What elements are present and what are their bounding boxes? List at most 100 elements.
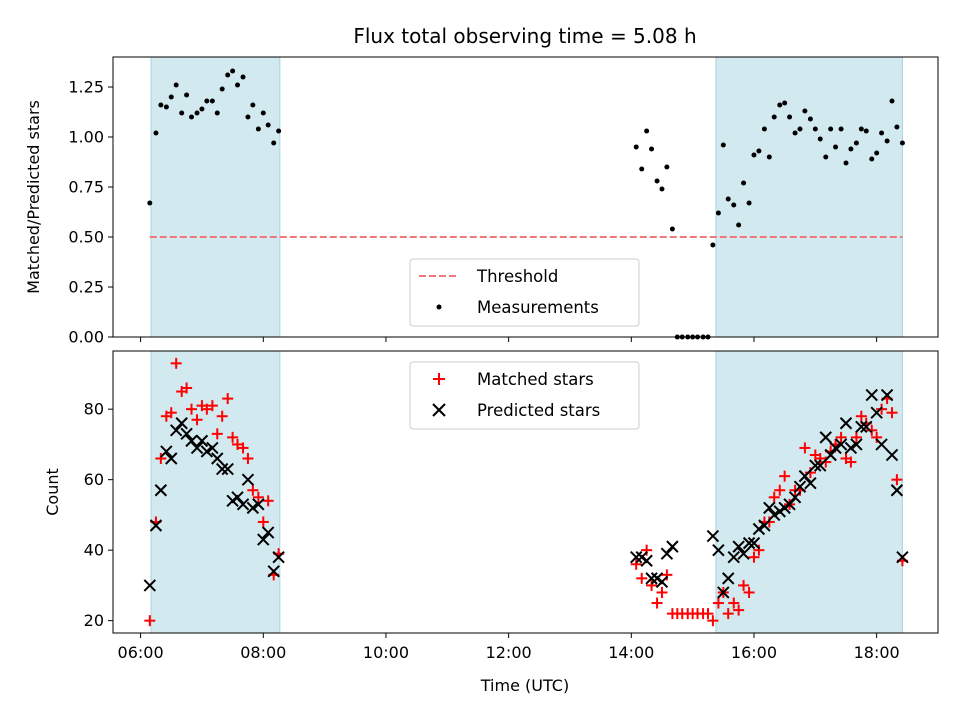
measurement-point bbox=[884, 138, 890, 144]
matched-star-marker bbox=[820, 456, 832, 468]
measurement-point bbox=[766, 154, 772, 160]
predicted-star-marker bbox=[752, 522, 766, 536]
matched-star-marker bbox=[722, 608, 734, 620]
matched-star-marker bbox=[707, 615, 719, 627]
measurement-point bbox=[189, 114, 195, 120]
top-y-axis-label: Matched/Predicted stars bbox=[24, 100, 43, 294]
measurement-point bbox=[147, 200, 153, 206]
legend-measurements-swatch bbox=[436, 304, 442, 310]
matched-star-marker bbox=[835, 431, 847, 443]
y-tick-label: 0.00 bbox=[68, 328, 104, 347]
predicted-star-marker bbox=[758, 519, 771, 532]
predicted-star-marker bbox=[149, 519, 163, 532]
matched-star-marker bbox=[728, 597, 740, 609]
matched-star-marker bbox=[181, 382, 193, 394]
predicted-star-marker bbox=[747, 536, 761, 550]
measurement-point bbox=[644, 128, 650, 134]
measurement-point bbox=[843, 160, 849, 166]
top-x-ticks bbox=[140, 337, 878, 342]
predicted-star-marker bbox=[195, 434, 209, 448]
predicted-star-marker bbox=[890, 484, 904, 497]
predicted-star-marker bbox=[844, 441, 858, 455]
matched-star-marker bbox=[216, 410, 228, 422]
measurement-point bbox=[240, 74, 246, 80]
measurement-point bbox=[184, 92, 190, 98]
measurement-point bbox=[173, 82, 179, 88]
matched-star-marker bbox=[191, 414, 203, 426]
predicted-star-marker bbox=[727, 551, 740, 564]
predicted-star-marker bbox=[875, 438, 888, 451]
predicted-star-marker bbox=[855, 420, 868, 433]
matched-star-marker bbox=[702, 608, 714, 620]
measurement-point bbox=[899, 140, 905, 146]
measurement-point bbox=[199, 106, 205, 112]
matched-star-marker bbox=[144, 615, 156, 627]
predicted-star-marker bbox=[267, 565, 280, 578]
matched-star-marker bbox=[768, 491, 780, 503]
measurement-point bbox=[797, 126, 803, 132]
predicted-star-marker bbox=[143, 579, 157, 592]
measurement-point bbox=[265, 122, 271, 128]
measurement-point bbox=[214, 110, 220, 116]
observing-span bbox=[150, 350, 281, 634]
bottom-y-ticks: 20 40 60 80 bbox=[84, 400, 113, 630]
predicted-star-marker bbox=[655, 575, 669, 589]
predicted-star-markers bbox=[143, 388, 909, 599]
matched-star-marker bbox=[165, 407, 177, 419]
measurement-point bbox=[889, 98, 895, 104]
measurement-point bbox=[838, 126, 844, 132]
bottom-legend: Matched stars Predicted stars bbox=[409, 361, 640, 430]
matched-star-marker bbox=[186, 403, 198, 415]
measurement-point bbox=[736, 222, 742, 228]
predicted-star-marker bbox=[860, 420, 873, 433]
predicted-star-marker bbox=[706, 529, 720, 543]
predicted-star-marker bbox=[834, 438, 848, 451]
predicted-star-marker bbox=[742, 536, 756, 550]
predicted-star-marker bbox=[169, 424, 183, 437]
predicted-star-marker bbox=[717, 586, 730, 599]
predicted-star-marker bbox=[829, 441, 842, 455]
matched-star-marker bbox=[262, 495, 274, 507]
measurement-point bbox=[848, 146, 854, 152]
measurement-point bbox=[879, 130, 885, 136]
measurement-point bbox=[153, 130, 159, 136]
matched-star-marker bbox=[779, 470, 791, 482]
predicted-star-marker bbox=[630, 551, 643, 564]
matched-star-marker bbox=[201, 403, 213, 415]
measurement-point bbox=[787, 114, 793, 120]
measurement-point bbox=[168, 94, 174, 100]
matched-star-marker bbox=[636, 572, 648, 584]
measurement-point bbox=[219, 86, 225, 92]
matched-star-marker bbox=[630, 558, 642, 570]
matched-star-marker bbox=[232, 438, 244, 450]
predicted-star-marker bbox=[896, 551, 909, 564]
measurement-point bbox=[894, 124, 900, 130]
matched-star-marker bbox=[170, 357, 182, 369]
matched-star-marker bbox=[886, 407, 898, 419]
measurement-point bbox=[807, 116, 813, 122]
y-tick-label: 0.50 bbox=[68, 228, 104, 247]
predicted-star-marker bbox=[783, 498, 796, 511]
legend-threshold-label: Threshold bbox=[476, 267, 558, 286]
matched-star-marker bbox=[799, 442, 811, 454]
matched-star-marker bbox=[257, 516, 269, 528]
predicted-star-marker bbox=[814, 459, 827, 472]
bottom-plot-frame bbox=[112, 350, 939, 634]
top-y-ticks: 0.00 0.25 0.50 0.75 1.00 1.25 bbox=[68, 78, 113, 347]
predicted-star-marker bbox=[261, 526, 275, 539]
y-tick-label: 80 bbox=[84, 400, 104, 419]
measurement-point bbox=[771, 114, 777, 120]
predicted-star-marker bbox=[737, 547, 750, 560]
observing-span bbox=[150, 56, 281, 338]
measurement-point bbox=[230, 68, 236, 74]
matched-star-marker bbox=[850, 431, 862, 443]
measurement-point bbox=[633, 144, 639, 150]
measurement-point bbox=[158, 102, 164, 108]
predicted-star-marker bbox=[640, 554, 653, 567]
measurement-point bbox=[756, 148, 762, 154]
predicted-star-marker bbox=[763, 501, 776, 515]
matched-star-marker bbox=[661, 569, 673, 581]
measurement-point bbox=[751, 152, 757, 158]
measurement-point bbox=[777, 102, 783, 108]
measurement-point bbox=[209, 98, 215, 104]
